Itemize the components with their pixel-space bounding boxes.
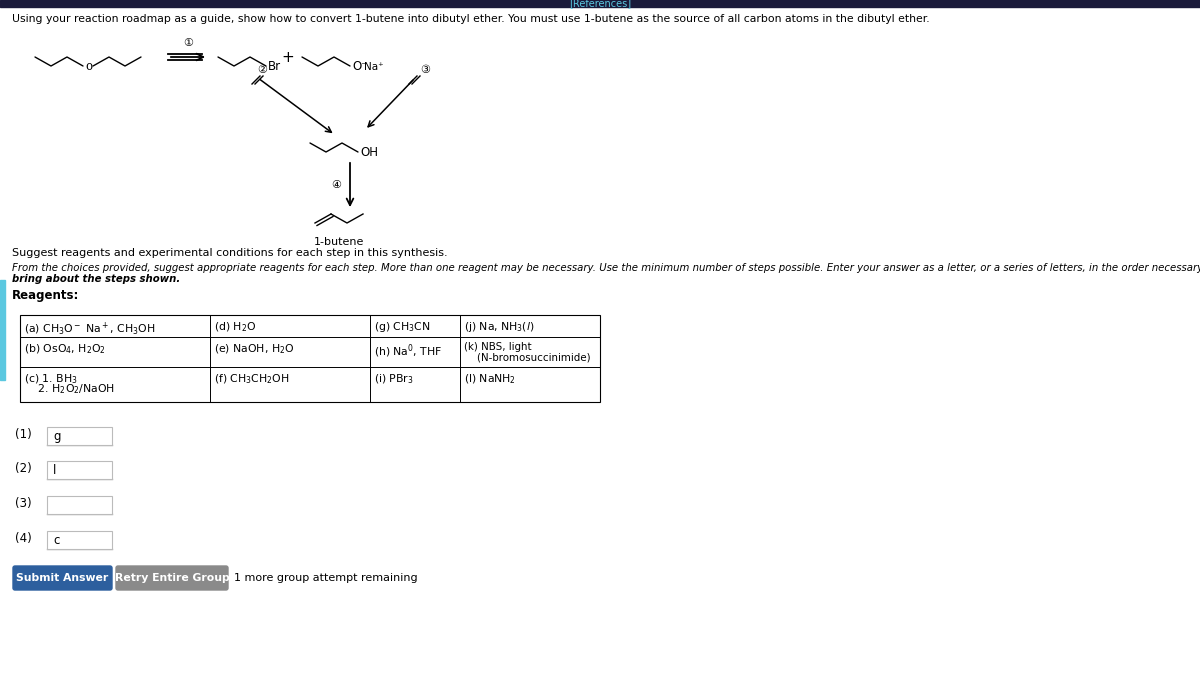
Text: bring about the steps shown.: bring about the steps shown.	[12, 274, 180, 284]
Text: (i) PBr$_3$: (i) PBr$_3$	[374, 372, 414, 386]
Text: (3): (3)	[14, 497, 31, 510]
Text: l: l	[53, 464, 56, 477]
Text: (b) OsO$_4$, H$_2$O$_2$: (b) OsO$_4$, H$_2$O$_2$	[24, 342, 106, 355]
Text: (j) Na, NH$_3$($\it{l}$): (j) Na, NH$_3$($\it{l}$)	[464, 320, 534, 334]
Text: Reagents:: Reagents:	[12, 289, 79, 302]
Text: [References]: [References]	[569, 0, 631, 9]
Text: 2. H$_2$O$_2$/NaOH: 2. H$_2$O$_2$/NaOH	[24, 382, 115, 396]
Bar	[47, 496, 112, 514]
Text: (4): (4)	[14, 532, 31, 545]
Text: ④: ④	[331, 180, 341, 190]
Text: Retry Entire Group: Retry Entire Group	[115, 573, 229, 583]
Text: Br: Br	[268, 60, 281, 73]
Text: From the choices provided, suggest appropriate reagents for each step. More than: From the choices provided, suggest appro…	[12, 263, 1200, 273]
Text: 1 more group attempt remaining: 1 more group attempt remaining	[234, 573, 418, 583]
Bar	[47, 531, 112, 549]
Text: (e) NaOH, H$_2$O: (e) NaOH, H$_2$O	[214, 342, 294, 355]
Text: (h) Na$^0$, THF: (h) Na$^0$, THF	[374, 342, 443, 359]
Text: (1): (1)	[14, 428, 31, 441]
Text: Suggest reagents and experimental conditions for each step in this synthesis.: Suggest reagents and experimental condit…	[12, 248, 448, 258]
Bar	[0, 280, 5, 380]
Text: Na⁺: Na⁺	[364, 62, 384, 72]
Text: +: +	[282, 50, 294, 66]
Text: (k) NBS, light: (k) NBS, light	[464, 342, 532, 352]
Text: (2): (2)	[14, 462, 31, 475]
Text: c: c	[53, 534, 59, 547]
Bar	[47, 461, 112, 479]
Text: Using your reaction roadmap as a guide, show how to convert 1-butene into dibuty: Using your reaction roadmap as a guide, …	[12, 14, 930, 24]
Bar	[0, 0, 1200, 7]
FancyBboxPatch shape	[116, 566, 228, 590]
Text: (c) 1. BH$_3$: (c) 1. BH$_3$	[24, 372, 78, 386]
Text: OH: OH	[360, 146, 378, 159]
Text: ③: ③	[420, 65, 430, 75]
Text: g: g	[53, 430, 60, 443]
Text: ①: ①	[182, 38, 193, 48]
Text: (a) CH$_3$O$^-$ Na$^+$, CH$_3$OH: (a) CH$_3$O$^-$ Na$^+$, CH$_3$OH	[24, 320, 156, 337]
Text: Submit Answer: Submit Answer	[16, 573, 108, 583]
Text: 1-butene: 1-butene	[314, 237, 364, 247]
Bar	[47, 427, 112, 445]
Text: ②: ②	[257, 65, 266, 75]
Text: (g) CH$_3$CN: (g) CH$_3$CN	[374, 320, 431, 334]
Text: o: o	[85, 60, 92, 73]
Text: O⁻: O⁻	[352, 60, 367, 73]
Bar	[20, 315, 600, 402]
Text: (d) H$_2$O: (d) H$_2$O	[214, 320, 257, 334]
Text: (N-bromosuccinimide): (N-bromosuccinimide)	[464, 352, 590, 362]
Text: (l) NaNH$_2$: (l) NaNH$_2$	[464, 372, 516, 386]
Text: (f) CH$_3$CH$_2$OH: (f) CH$_3$CH$_2$OH	[214, 372, 289, 386]
FancyBboxPatch shape	[13, 566, 112, 590]
